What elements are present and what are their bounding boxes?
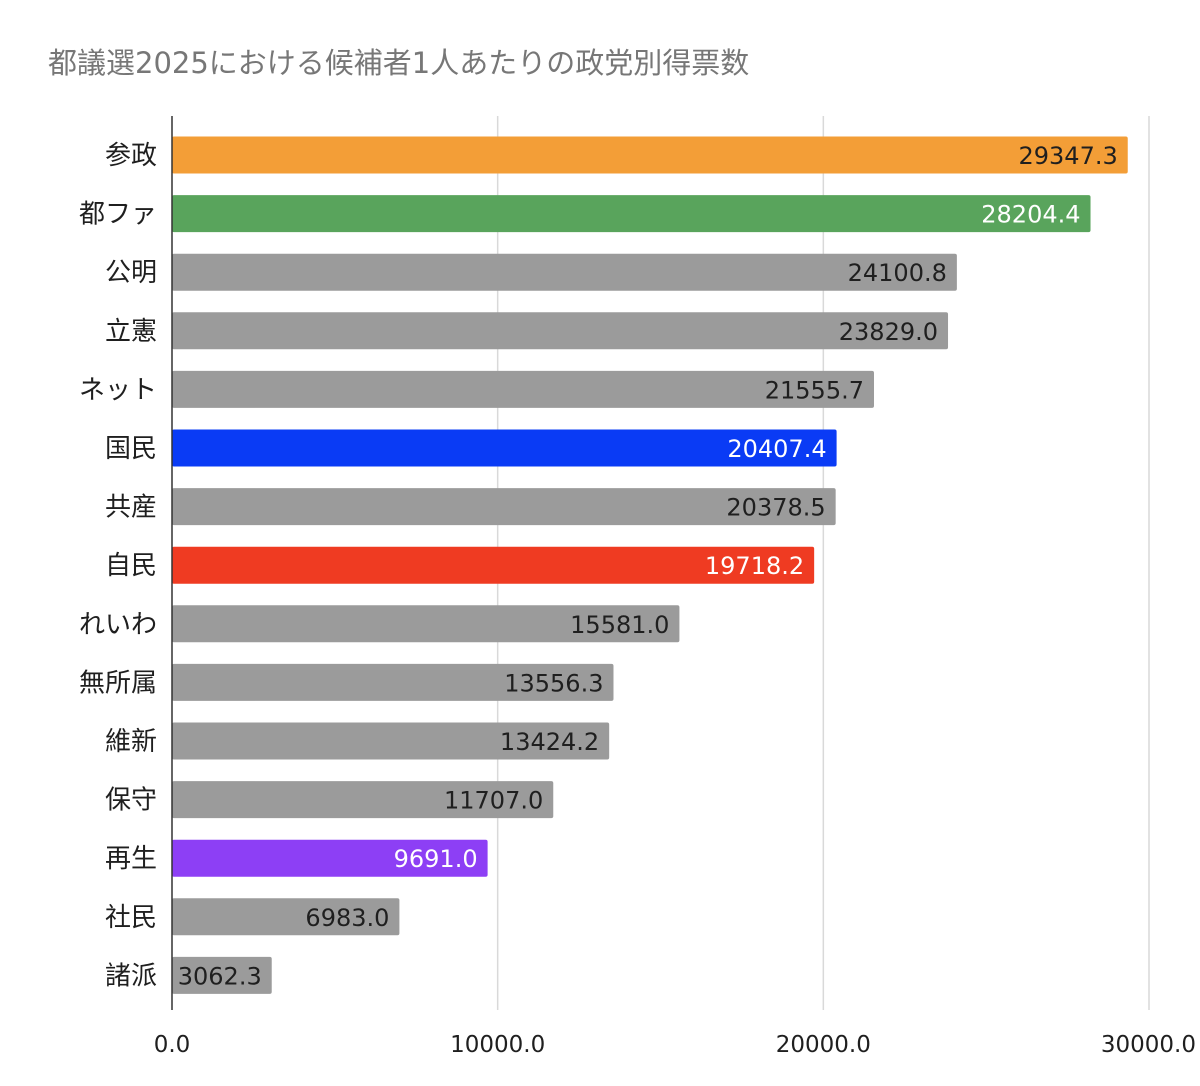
bar <box>172 956 272 994</box>
category-label: 保守 <box>105 786 157 816</box>
value-label: 20378.5 <box>726 494 825 522</box>
bar <box>172 546 815 584</box>
value-label: 3062.3 <box>178 962 262 990</box>
bar <box>172 898 400 936</box>
value-label: 28204.4 <box>981 201 1080 229</box>
bar <box>172 781 554 819</box>
x-tick-label: 10000.0 <box>450 1032 545 1058</box>
category-label: ネット <box>79 375 157 405</box>
bar <box>172 253 957 291</box>
category-label: 立憲 <box>105 317 157 347</box>
x-tick-label: 30000.0 <box>1101 1032 1196 1058</box>
value-label: 11707.0 <box>444 787 543 815</box>
category-label: 都ファ <box>79 200 157 230</box>
value-label: 13424.2 <box>500 728 599 756</box>
category-label: 諸派 <box>105 961 157 991</box>
bar <box>172 429 837 467</box>
value-label: 20407.4 <box>727 435 826 463</box>
category-label: れいわ <box>79 610 157 640</box>
category-label: 共産 <box>105 493 157 523</box>
value-label: 24100.8 <box>848 259 947 287</box>
x-tick-label: 20000.0 <box>776 1032 871 1058</box>
bar <box>172 136 1128 174</box>
bar <box>172 488 836 526</box>
x-tick-label: 0.0 <box>154 1032 191 1058</box>
value-label: 15581.0 <box>570 611 669 639</box>
value-label: 29347.3 <box>1018 142 1117 170</box>
x-axis-ticks: 0.0 10000.0 20000.0 30000.0 <box>154 1032 1196 1058</box>
value-label: 6983.0 <box>305 904 389 932</box>
value-label: 13556.3 <box>504 669 603 697</box>
category-label: 国民 <box>105 434 157 464</box>
value-label: 21555.7 <box>765 376 864 404</box>
category-label: 無所属 <box>79 668 157 698</box>
bar <box>172 370 874 408</box>
category-label: 参政 <box>105 141 157 171</box>
category-label: 再生 <box>105 844 157 874</box>
bar <box>172 839 488 877</box>
value-label: 19718.2 <box>705 552 804 580</box>
value-label: 23829.0 <box>839 318 938 346</box>
chart-title: 都議選2025における候補者1人あたりの政党別得票数 <box>48 46 750 80</box>
bar <box>172 195 1091 233</box>
category-label: 自民 <box>105 551 157 581</box>
bar <box>172 605 680 643</box>
value-labels: 29347.3 28204.4 24100.8 23829.0 21555.7 20407… <box>178 142 1118 990</box>
bar <box>172 312 949 350</box>
category-label: 公明 <box>105 258 157 288</box>
bars <box>172 136 1128 994</box>
category-label: 維新 <box>105 727 157 757</box>
bar <box>172 663 614 701</box>
bar <box>172 722 610 760</box>
value-label: 9691.0 <box>394 845 478 873</box>
category-label: 社民 <box>105 903 157 933</box>
